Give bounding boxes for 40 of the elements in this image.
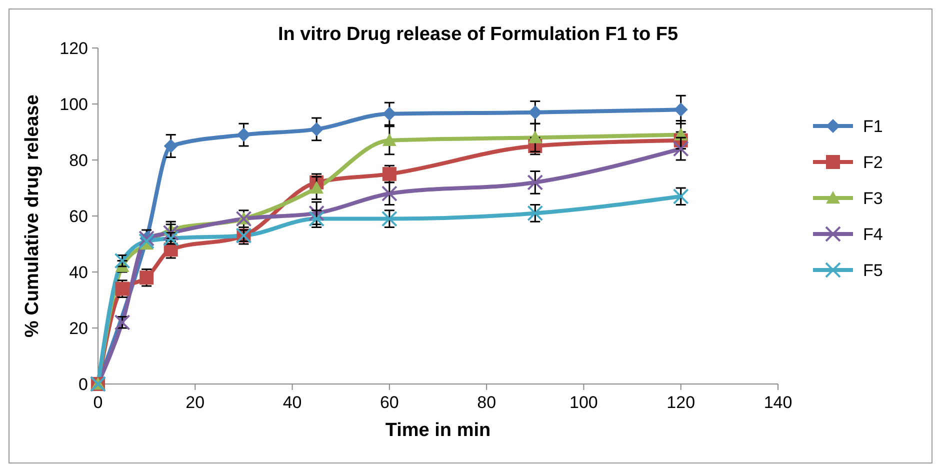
x-tick-label: 40 [282, 393, 302, 412]
x-tick-label: 60 [380, 393, 399, 412]
point [528, 130, 542, 144]
point [140, 270, 154, 285]
y-tick-label: 80 [69, 151, 88, 170]
point [382, 133, 396, 146]
y-tick-label: 100 [60, 95, 88, 114]
point [164, 139, 178, 153]
legend-label: F1 [863, 117, 883, 136]
point [310, 122, 324, 136]
point [382, 167, 396, 181]
point [308, 205, 325, 222]
x-tick-label: 100 [570, 393, 598, 412]
x-tick-label: 0 [93, 393, 103, 412]
y-tick-label: 40 [69, 263, 88, 282]
legend-label: F2 [863, 153, 883, 172]
point [381, 210, 398, 227]
point [382, 106, 396, 121]
legend-label: F3 [863, 189, 883, 208]
point [527, 174, 544, 190]
point [674, 102, 688, 117]
legend-label: F4 [863, 225, 883, 244]
y-axis-title: % Cumulative drug release [22, 94, 43, 338]
x-tick-label: 20 [186, 393, 205, 412]
point [138, 233, 155, 250]
x-axis-title: Time in min [385, 420, 491, 441]
point [236, 128, 251, 142]
x-tick-label: 120 [666, 393, 696, 412]
y-tick-label: 60 [69, 207, 88, 226]
legend-label: F5 [863, 261, 883, 280]
chart-title: In vitro Drug release of Formulation F1 to F5 [278, 24, 678, 45]
point [381, 186, 398, 202]
x-tick-label: 140 [764, 393, 792, 412]
x-tick-label: 80 [477, 393, 496, 412]
y-tick-label: 20 [69, 319, 88, 338]
y-tick-label: 0 [78, 375, 88, 394]
point [310, 181, 324, 194]
point [672, 140, 689, 157]
y-tick-label: 120 [60, 39, 88, 58]
point [528, 105, 542, 120]
